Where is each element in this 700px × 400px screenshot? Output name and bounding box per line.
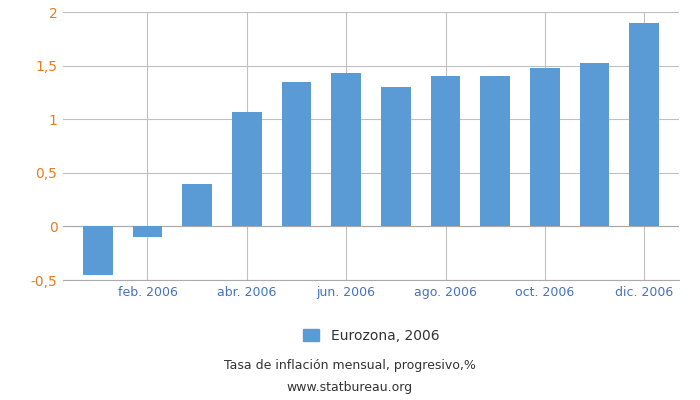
Bar [281, 82, 312, 226]
Bar [331, 73, 361, 226]
Bar [83, 226, 113, 275]
Text: www.statbureau.org: www.statbureau.org [287, 382, 413, 394]
Bar [580, 64, 610, 226]
Bar [132, 226, 162, 237]
Bar [629, 23, 659, 226]
Bar [182, 184, 212, 226]
Bar [530, 68, 560, 226]
Legend: Eurozona, 2006: Eurozona, 2006 [298, 323, 444, 348]
Text: Tasa de inflación mensual, progresivo,%: Tasa de inflación mensual, progresivo,% [224, 360, 476, 372]
Bar [381, 87, 411, 226]
Bar [232, 112, 262, 226]
Bar [430, 76, 461, 226]
Bar [480, 76, 510, 226]
